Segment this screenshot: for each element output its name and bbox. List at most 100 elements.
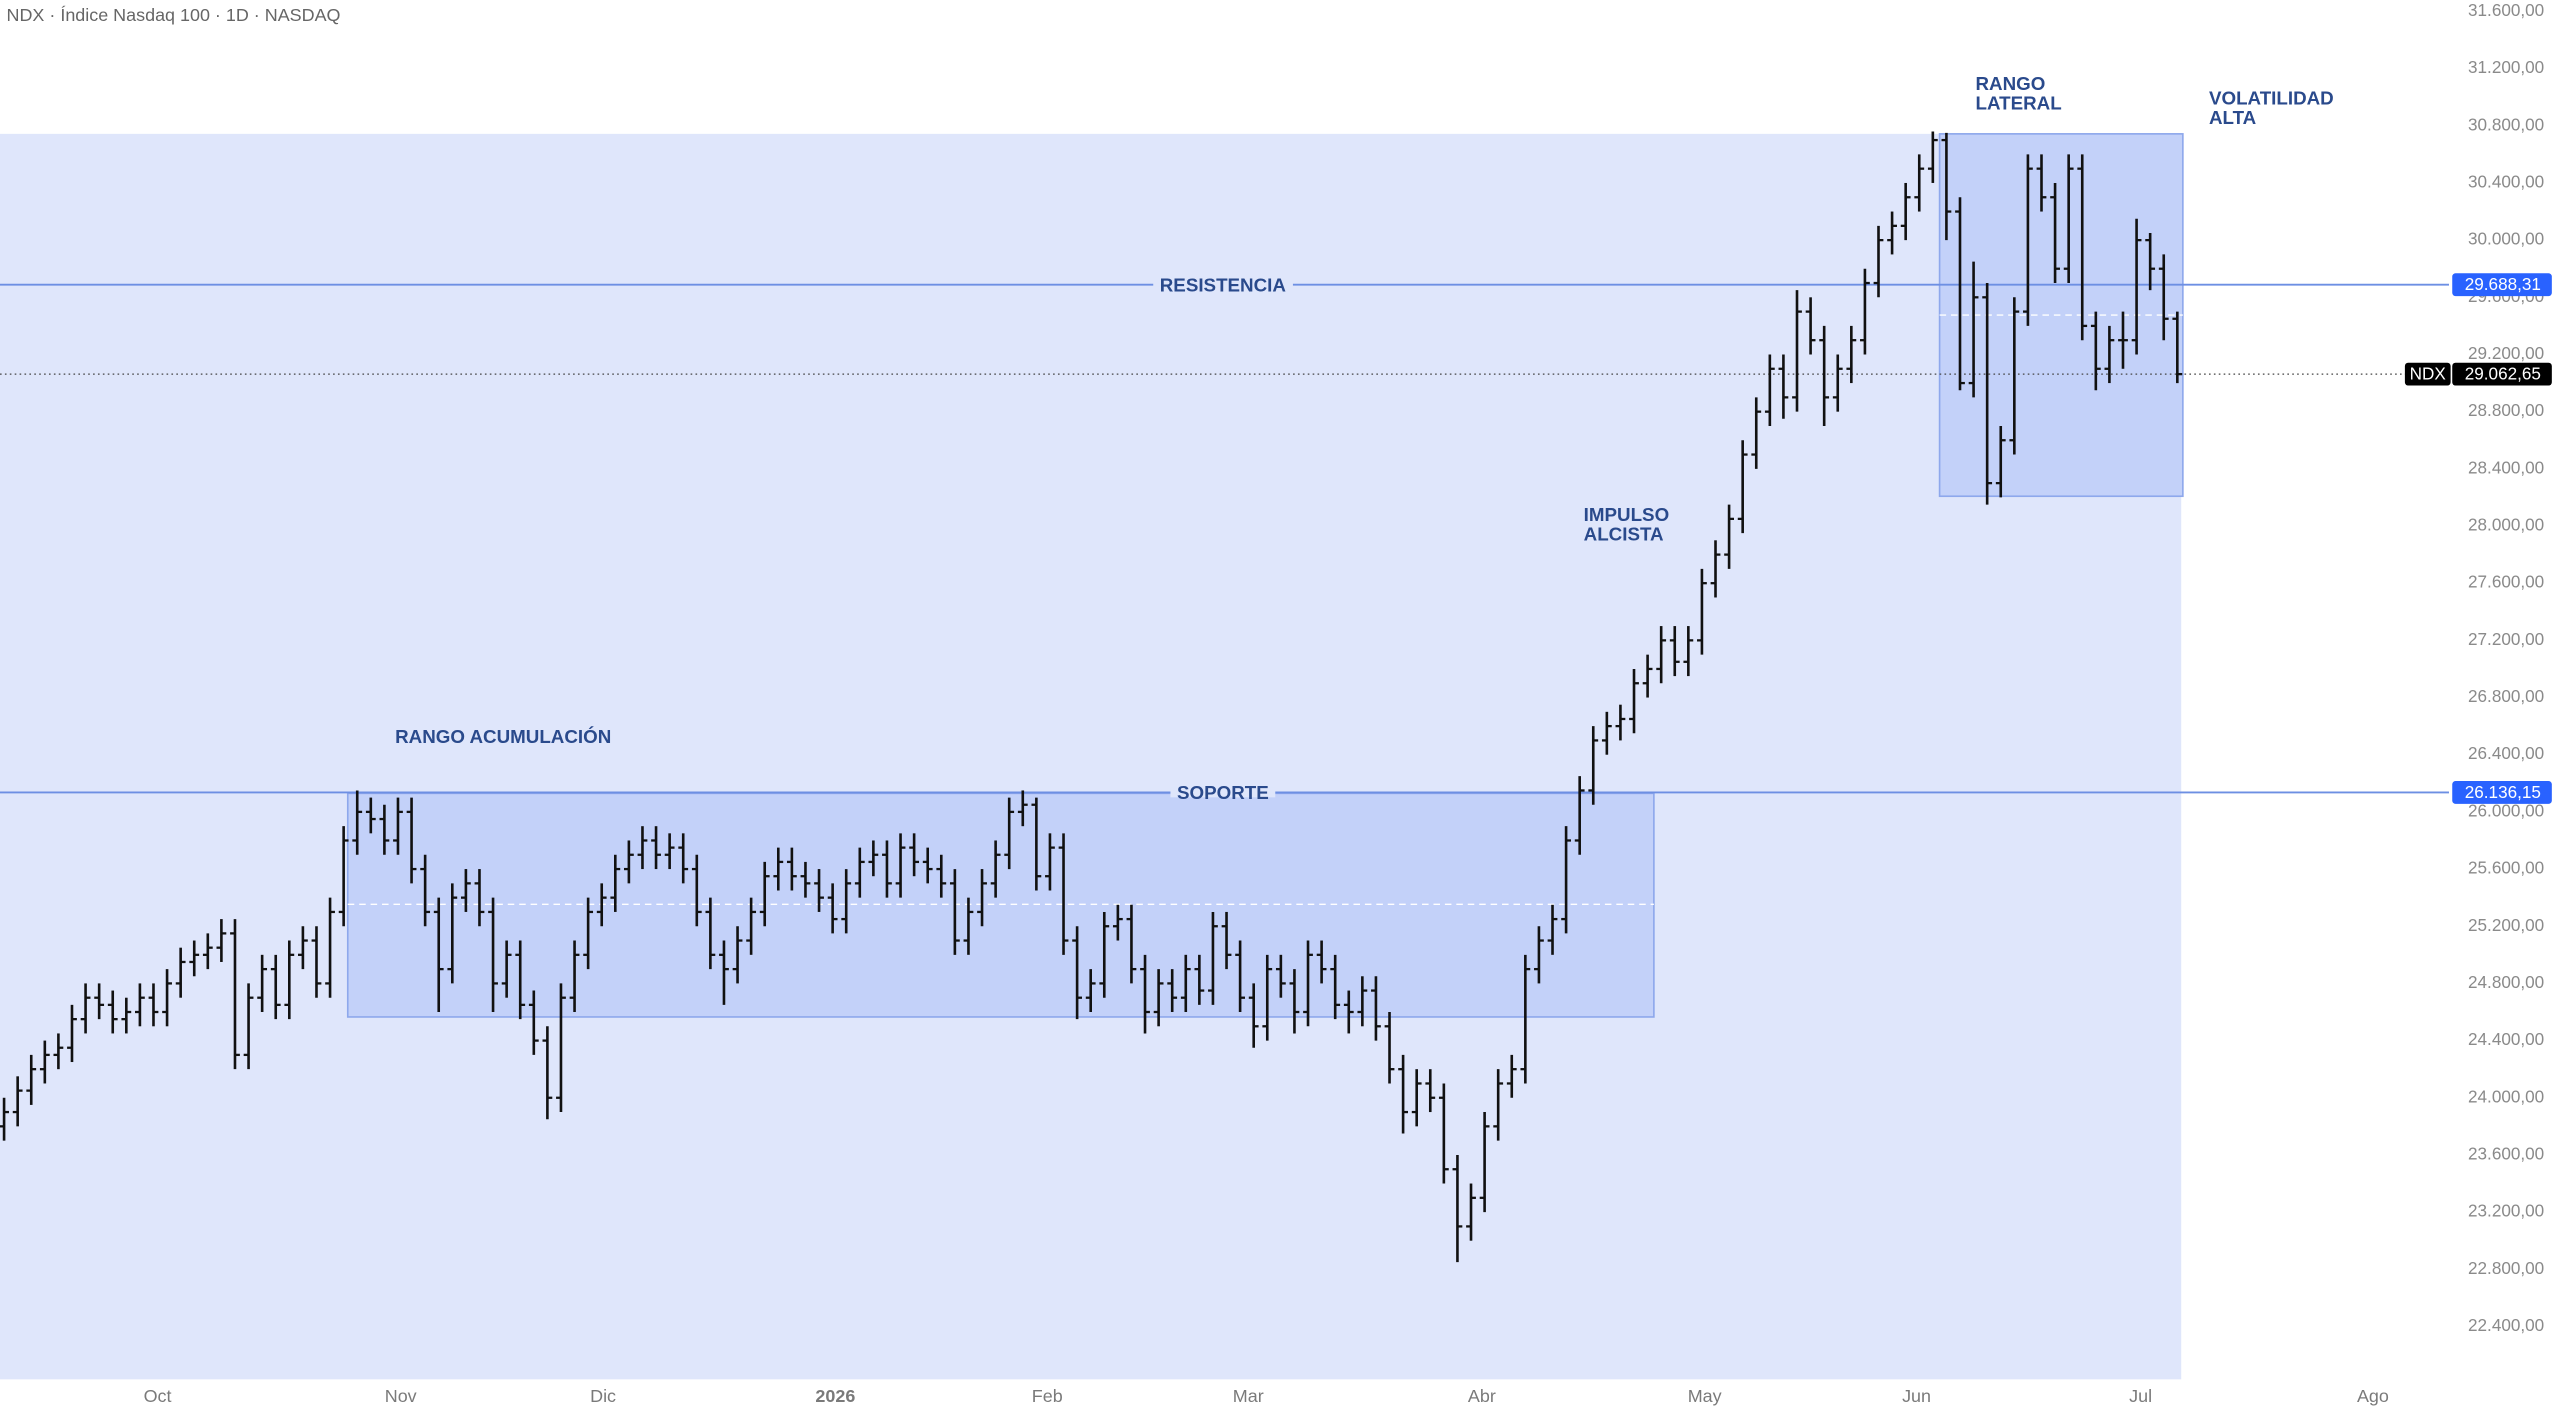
ohlc-bar [528,990,539,1055]
ohlc-bar [474,869,485,927]
ohlc-bar [1534,926,1544,984]
y-tick-label: 26.400,00 [2468,743,2544,763]
ohlc-bar [94,983,105,1020]
ohlc-bar [1425,1069,1436,1113]
annotation: VOLATILIDAD [2209,88,2334,109]
ohlc-bar [827,883,838,934]
ohlc-bar [1873,225,1884,298]
ohlc-bar [1357,976,1368,1027]
x-tick-label: Feb [1032,1386,1063,1406]
ohlc-bar [148,983,159,1027]
y-tick-label: 28.400,00 [2468,457,2544,477]
ohlc-bar [515,940,526,1020]
ohlc-bar [379,804,390,855]
ohlc-bar [1792,290,1802,412]
x-tick-label: 2026 [815,1386,855,1406]
ohlc-bar [1072,926,1083,1020]
ohlc-bar [420,854,431,927]
y-tick-label: 27.200,00 [2468,629,2544,649]
volatility-area [0,133,2182,1380]
ohlc-bar [1832,354,1843,412]
ohlc-bar [257,954,268,1013]
ohlc-bar [746,897,757,955]
y-tick-label: 24.400,00 [2468,1029,2544,1049]
ohlc-bar [1669,626,1680,677]
ohlc-bar [1004,797,1015,870]
ohlc-bar [1411,1069,1422,1127]
y-tick-label: 25.200,00 [2468,915,2544,935]
y-tick-label: 23.200,00 [2468,1201,2544,1221]
ohlc-bar [1384,1012,1395,1084]
y-tick-label: 24.800,00 [2468,972,2544,992]
ohlc-bar [691,854,702,927]
ohlc-bar [230,919,240,1070]
ohlc-bar [841,869,852,934]
ohlc-bar [1601,711,1612,755]
ohlc-bar [393,797,403,855]
ohlc-bar [963,897,974,955]
ohlc-bar [1887,211,1897,255]
y-tick-label: 30.800,00 [2468,114,2544,134]
ohlc-bar [325,897,335,998]
ohlc-bar [1248,983,1259,1048]
accumulation-box [346,792,1655,1018]
y-tick-label: 26.000,00 [2468,800,2544,820]
ohlc-bar [1561,826,1571,934]
ohlc-bar [53,1033,64,1070]
ohlc-bar [1819,325,1830,426]
ohlc-bar [2118,311,2128,369]
y-tick-label: 31.200,00 [2468,57,2544,77]
ohlc-bar [501,940,512,998]
ohlc-bar [1438,1083,1449,1184]
ohlc-bar [121,997,132,1034]
ohlc-bar [1900,182,1911,241]
y-tick-label: 29.200,00 [2468,343,2544,363]
ohlc-bar [162,969,172,1027]
ohlc-bar [1140,954,1150,1034]
ohlc-bar [1058,833,1069,955]
ohlc-bar [882,840,892,898]
ohlc-bar [854,847,865,898]
ohlc-bar [406,797,417,884]
ohlc-bar [922,847,933,884]
x-tick-label: Dic [590,1386,616,1406]
ohlc-bar [895,833,906,898]
ohlc-bar [786,847,797,891]
ohlc-bar [1112,904,1123,941]
ohlc-bar [2050,182,2060,284]
ohlc-bar [610,854,621,912]
x-tick-label: Oct [144,1386,172,1406]
ohlc-bar [1126,904,1137,984]
ohlc-bar [1031,797,1042,891]
ohlc-bar [2063,154,2074,284]
ohlc-bar [1615,704,1626,741]
ohlc-bar [67,1004,77,1063]
ohlc-bar [1398,1054,1409,1134]
ohlc-bar [1968,261,1979,398]
ohlc-bar [365,797,376,834]
ohlc-bar [1656,626,1667,684]
ohlc-bar [2090,311,2101,391]
ohlc-bar [637,826,648,870]
symbol-tag [2404,362,2451,386]
ohlc-bar [868,840,879,877]
ohlc-bar [1697,568,1707,655]
ohlc-bar [1085,969,1096,1013]
ohlc-bar [1506,1054,1517,1098]
ohlc-bar [338,826,349,927]
ohlc-bar [909,833,920,877]
y-tick-label: 25.600,00 [2468,858,2544,878]
ohlc-bar [1764,354,1775,426]
ohlc-bar [569,940,580,1013]
y-tick-label: 31.600,00 [2468,0,2544,20]
price-tag-label: 29.062,65 [2465,363,2541,383]
ohlc-bar [1778,354,1789,419]
ohlc-bar [1941,132,1952,241]
ohlc-bar [583,897,594,970]
ohlc-bar [2104,325,2115,384]
ohlc-bar [1262,954,1273,1041]
x-tick-label: Jul [2129,1386,2152,1406]
ohlc-bar [1982,283,1993,505]
ohlc-bar [1275,954,1286,998]
ohlc-bar [0,1097,9,1141]
